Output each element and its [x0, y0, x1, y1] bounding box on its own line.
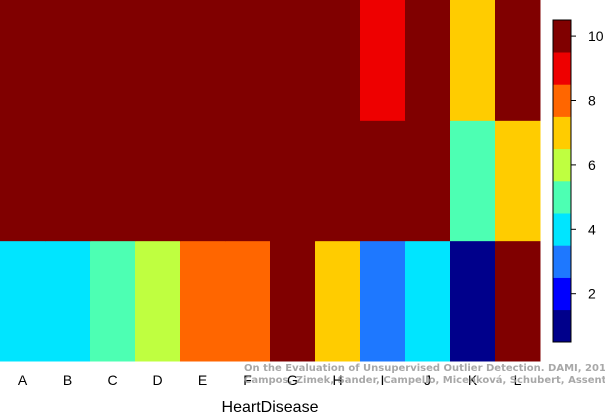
- heatmap-cell-h-3: [315, 0, 361, 121]
- colorbar-ticks: 2 4 6 8 10: [571, 28, 604, 302]
- heatmap-cell-a-2: [0, 120, 46, 242]
- heatmap-cell-e-1: [180, 240, 226, 362]
- heatmap-cell-l-1: [495, 240, 541, 362]
- x-tick-label-k: K: [468, 372, 478, 388]
- heatmap-cell-c-3: [90, 0, 136, 121]
- colorbar-segment-3: [553, 245, 571, 278]
- heatmap-cell-j-2: [405, 120, 451, 242]
- heatmap-cell-j-3: [405, 0, 451, 121]
- heatmap-cell-j-1: [405, 240, 451, 362]
- heatmap-cell-i-3: [360, 0, 406, 121]
- x-tick-label-i: I: [381, 372, 385, 388]
- heatmap-cell-k-2: [450, 120, 496, 242]
- heatmap-cell-l-2: [495, 120, 541, 242]
- x-tick-label-f: F: [243, 372, 252, 388]
- heatmap-cell-i-2: [360, 120, 406, 242]
- colorbar: [552, 19, 572, 343]
- heatmap-cell-d-1: [135, 240, 181, 362]
- x-tick-label-h: H: [332, 372, 342, 388]
- colorbar-segment-9: [553, 52, 571, 85]
- colorbar-segment-2: [553, 277, 571, 311]
- x-tick-label-g: G: [287, 372, 298, 388]
- colorbar-tick-label-10: 10: [588, 28, 604, 44]
- colorbar-tick-label-8: 8: [588, 93, 596, 109]
- heatmap-cell-g-1: [270, 240, 316, 362]
- heatmap-cell-a-1: [0, 240, 46, 362]
- colorbar-tick-label-6: 6: [588, 157, 596, 173]
- x-tick-label-l: L: [514, 372, 522, 388]
- colorbar-segment-6: [553, 148, 571, 182]
- colorbar-segment-7: [553, 116, 571, 150]
- heatmap-cell-f-1: [225, 240, 271, 362]
- x-tick-label-c: C: [107, 372, 117, 388]
- x-tick-label-e: E: [198, 372, 207, 388]
- x-axis-title: HeartDisease: [222, 399, 319, 413]
- heatmap-cell-g-3: [270, 0, 316, 121]
- heatmap-cell-b-2: [45, 120, 91, 242]
- heatmap-cell-k-1: [450, 240, 496, 362]
- caption-line-2: Campos, Zimek, Sander, Campello, Micenko…: [244, 374, 605, 386]
- colorbar-segment-5: [553, 181, 571, 214]
- colorbar-tick-label-4: 4: [588, 221, 596, 237]
- x-tick-label-b: B: [63, 372, 72, 388]
- heatmap-cell-k-3: [450, 0, 496, 121]
- heatmap-cell-f-2: [225, 120, 271, 242]
- colorbar-segment-10: [553, 20, 571, 53]
- colorbar-frame: [552, 19, 572, 343]
- caption-line-1: On the Evaluation of Unsupervised Outlie…: [244, 363, 605, 374]
- heatmap-cell-b-1: [45, 240, 91, 362]
- x-tick-label-d: D: [152, 372, 162, 388]
- x-tick-label-j: J: [424, 372, 431, 388]
- colorbar-segment-8: [553, 84, 571, 117]
- heatmap-cell-b-3: [45, 0, 91, 121]
- heatmap-cell-l-3: [495, 0, 541, 121]
- x-tick-labels: A B C D E F G H I J K L: [18, 372, 522, 388]
- colorbar-segment-1: [553, 309, 571, 343]
- heatmap-cell-e-2: [180, 120, 226, 242]
- colorbar-tick-label-2: 2: [588, 286, 596, 302]
- heatmap-cell-f-3: [225, 0, 271, 121]
- heatmap-cell-e-3: [180, 0, 226, 121]
- heatmap-cell-a-3: [0, 0, 46, 121]
- heatmap-cell-c-1: [90, 240, 136, 362]
- heatmap-cell-d-3: [135, 0, 181, 121]
- heatmap-cell-h-2: [315, 120, 361, 242]
- colorbar-segment-4: [553, 213, 571, 246]
- x-tick-label-a: A: [18, 372, 28, 388]
- heatmap-cells: [0, 0, 541, 362]
- heatmap-cell-c-2: [90, 120, 136, 242]
- heatmap-cell-g-2: [270, 120, 316, 242]
- heatmap-cell-i-1: [360, 240, 406, 362]
- heatmap-cell-d-2: [135, 120, 181, 242]
- heatmap-cell-h-1: [315, 240, 361, 362]
